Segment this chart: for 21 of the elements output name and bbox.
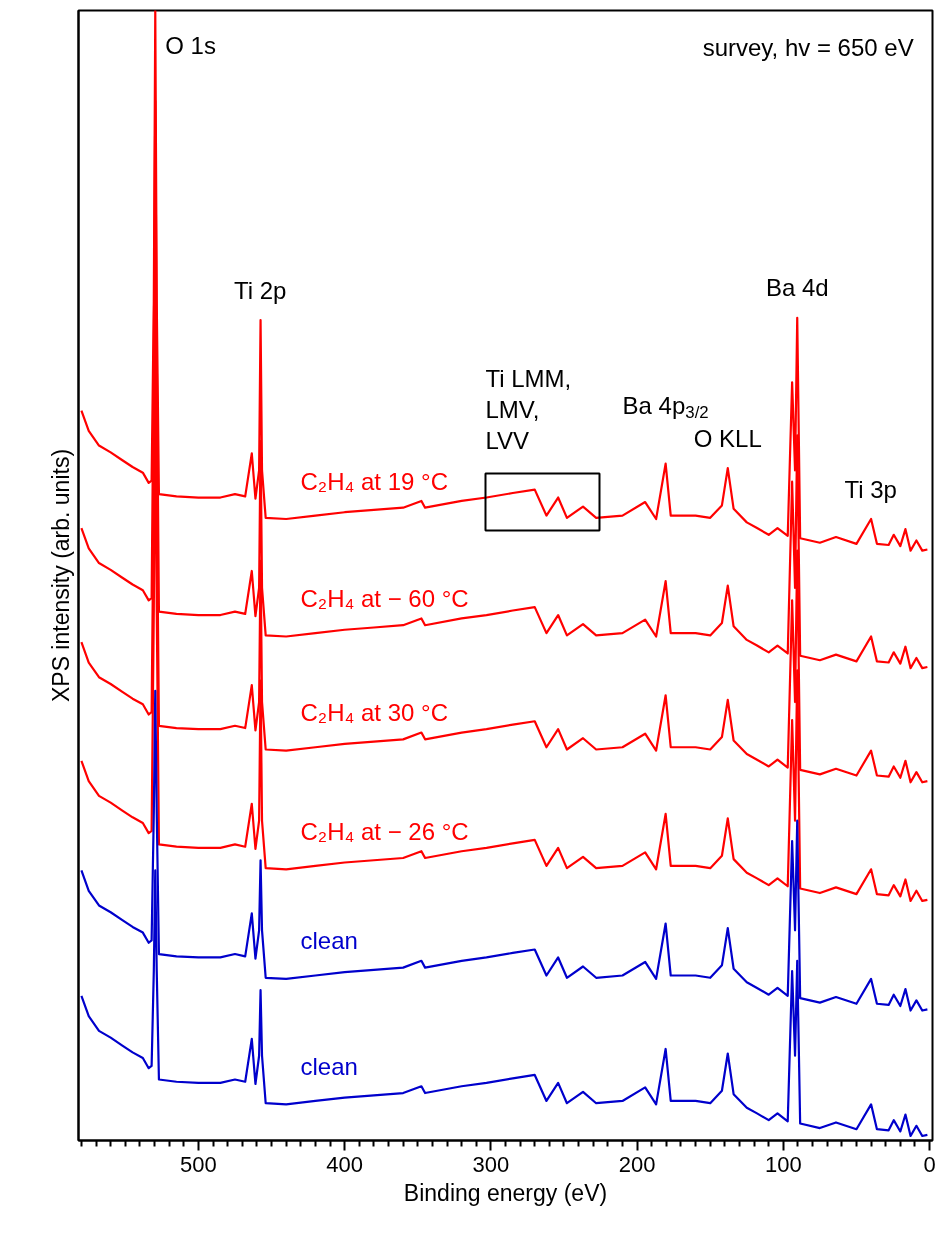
- annotation: O 1s: [165, 32, 216, 59]
- x-tick-label: 500: [180, 1151, 217, 1177]
- series-label: clean: [300, 927, 358, 955]
- series-label: C₂H₄ at 19 °C: [300, 467, 448, 495]
- annotation: Ba 4d: [765, 274, 829, 302]
- annotation: survey, hv = 650 eV: [702, 34, 914, 62]
- x-tick-label: 300: [472, 1151, 510, 1177]
- x-tick-label: 200: [618, 1151, 656, 1177]
- annotation: Ti LMM, LMV, LVV: [485, 365, 572, 455]
- y-axis-title: XPS intensity (arb. units): [47, 448, 74, 703]
- series-label: clean: [300, 1052, 358, 1080]
- x-axis-title: Binding energy (eV): [403, 1179, 608, 1206]
- series-label: C₂H₄ at 30 °C: [300, 699, 448, 727]
- x-tick-label: 100: [764, 1151, 802, 1177]
- annotation: Ti 3p: [844, 475, 897, 503]
- x-tick-label: 400: [326, 1151, 364, 1177]
- series-label: C₂H₄ at − 60 °C: [300, 585, 469, 613]
- annotation: Ti 2p: [233, 276, 287, 304]
- annotation: O KLL: [693, 424, 762, 452]
- x-tick-label: 0: [923, 1151, 936, 1177]
- series-label: C₂H₄ at − 26 °C: [300, 817, 469, 845]
